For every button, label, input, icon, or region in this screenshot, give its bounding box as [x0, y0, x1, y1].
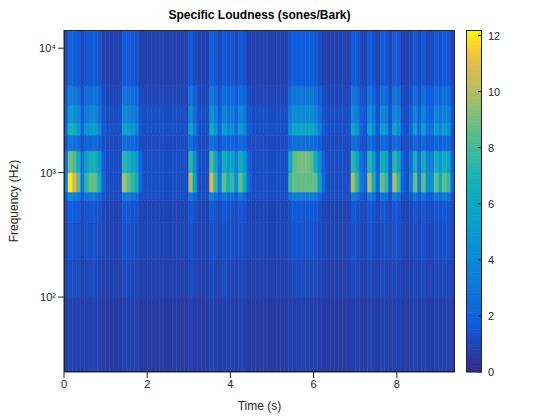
- svg-text:2: 2: [488, 310, 494, 322]
- svg-text:8: 8: [394, 378, 400, 390]
- svg-text:8: 8: [488, 142, 494, 154]
- html-text:Specific Loudness (sones/Bark): Specific Loudness (sones/Bark): [168, 8, 351, 22]
- svg-text:2: 2: [144, 378, 150, 390]
- svg-text:6: 6: [311, 378, 317, 390]
- svg-text:4: 4: [488, 254, 494, 266]
- svg-text:4: 4: [227, 378, 233, 390]
- svg-text:10⁴: 10⁴: [39, 42, 56, 54]
- svg-text:Time (s): Time (s): [238, 399, 282, 413]
- svg-text:6: 6: [488, 198, 494, 210]
- svg-text:0: 0: [488, 366, 494, 378]
- svg-text:Frequency (Hz): Frequency (Hz): [8, 160, 21, 243]
- svg-text:10: 10: [488, 86, 500, 98]
- svg-text:0: 0: [61, 378, 67, 390]
- svg-text:12: 12: [488, 30, 500, 42]
- svg-text:10³: 10³: [40, 167, 56, 179]
- svg-text:10²: 10²: [40, 291, 56, 303]
